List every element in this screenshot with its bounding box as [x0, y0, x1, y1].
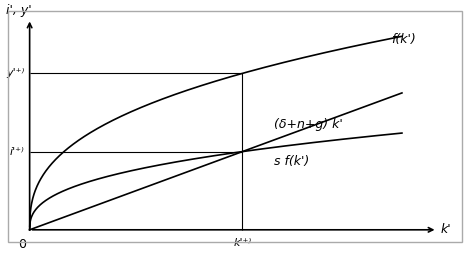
- Text: i'⁺⁾: i'⁺⁾: [10, 147, 24, 156]
- Text: 0: 0: [19, 238, 27, 251]
- Text: f(k'): f(k'): [392, 33, 416, 46]
- Text: i', y': i', y': [6, 4, 32, 17]
- Text: k'⁺⁾: k'⁺⁾: [233, 238, 252, 248]
- Text: k': k': [441, 223, 452, 236]
- Text: s f(k'): s f(k'): [274, 155, 310, 168]
- Text: y'⁺⁾: y'⁺⁾: [6, 68, 24, 78]
- Text: (δ+n+g) k': (δ+n+g) k': [274, 118, 343, 131]
